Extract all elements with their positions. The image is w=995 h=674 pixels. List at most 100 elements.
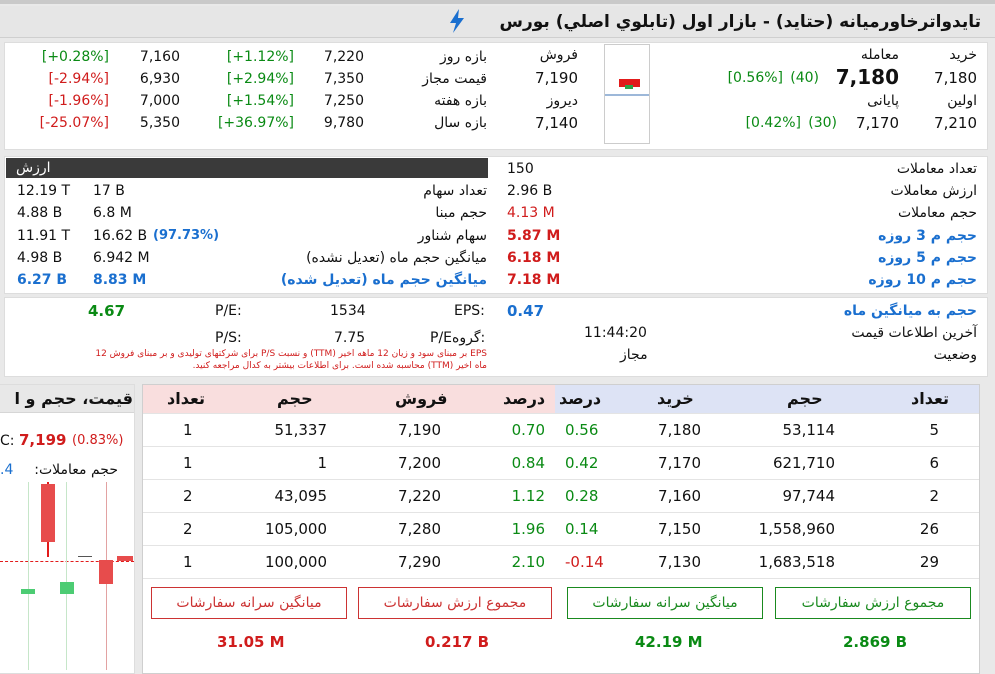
top-strip bbox=[0, 0, 995, 4]
stat-vol-10d: 7.18 M bbox=[507, 272, 561, 288]
sell-vol: 51,337 bbox=[274, 421, 328, 439]
buy-pct: 0.42 bbox=[565, 454, 599, 472]
status-label: وضعیت bbox=[933, 347, 977, 363]
range-low-pct-year: [-25.07%] bbox=[39, 115, 109, 131]
buy-avg-button[interactable]: میانگین سرانه سفارشات bbox=[567, 587, 763, 619]
last-label: پایانی bbox=[867, 93, 899, 109]
group-pe-label: P/Eگروه: bbox=[430, 330, 486, 346]
trade-label: معامله bbox=[860, 47, 899, 63]
stat-v2-float: 11.91 T bbox=[17, 228, 71, 244]
sell-avg-total: 31.05 M bbox=[217, 633, 285, 651]
ratios-note-1: EPS بر مبنای سود و زیان 12 ماهه اخیر (TT… bbox=[95, 349, 487, 359]
orderbook-sell-header bbox=[143, 385, 555, 413]
buy-pct: -0.14 bbox=[565, 553, 604, 571]
last-change: (30) bbox=[808, 115, 837, 131]
lightning-icon[interactable] bbox=[448, 9, 466, 33]
stat-label-float: سهام شناور bbox=[417, 228, 487, 244]
vol-avg-value: 0.47 bbox=[507, 302, 545, 320]
range-high-day: 7,220 bbox=[323, 49, 364, 65]
side-vol-label: حجم معاملات: bbox=[34, 462, 118, 478]
buy-avg-total: 42.19 M bbox=[635, 633, 703, 651]
col-buy-price: خرید bbox=[657, 389, 694, 408]
sell-label: فروش bbox=[539, 47, 578, 63]
buy-pct: 0.56 bbox=[565, 421, 599, 439]
sell-pct: 1.12 bbox=[511, 487, 545, 505]
order-book: تعداد حجم فروش درصد درصد خرید حجم تعداد … bbox=[142, 384, 980, 674]
sell-count: 1 bbox=[183, 454, 193, 472]
eps-label: EPS: bbox=[454, 303, 485, 319]
sell-vol: 105,000 bbox=[264, 520, 327, 538]
col-buy-pct: درصد bbox=[559, 389, 602, 408]
range-low-pct-week: [-1.96%] bbox=[48, 93, 109, 109]
range-low-day: 7,160 bbox=[139, 49, 180, 65]
sell-pct: 0.70 bbox=[511, 421, 545, 439]
range-label-day: بازه روز bbox=[440, 49, 487, 65]
stat-v1-month-vol-adj: 8.83 M bbox=[93, 272, 147, 288]
sell-avg-button[interactable]: میانگین سرانه سفارشات bbox=[151, 587, 347, 619]
stat-label-vol-3d: حجم م 3 روزه bbox=[878, 228, 977, 244]
ratios-note-2: ماه اخیر (TTM) محاسبه شده است. برای اطلا… bbox=[192, 361, 487, 371]
side-chart-title: قیمت، حجم و ا bbox=[14, 389, 134, 408]
stat-trade-volume: 4.13 M bbox=[507, 205, 555, 221]
mini-price-chart bbox=[604, 44, 650, 144]
stat-label-trade-volume: حجم معاملات bbox=[897, 205, 977, 221]
table-row: 1 51,337 7,190 0.70 0.56 7,180 53,114 5 bbox=[143, 413, 979, 446]
sell-price: 7,190 bbox=[398, 421, 441, 439]
stats-value-header-label: ارزش bbox=[16, 160, 51, 176]
stats-panel bbox=[4, 156, 988, 294]
stat-label-vol-5d: حجم م 5 روزه bbox=[878, 250, 977, 266]
side-price-prefix: C: bbox=[0, 433, 15, 449]
last-info-label: آخرین اطلاعات قیمت bbox=[851, 325, 977, 341]
sell-pct: 0.84 bbox=[511, 454, 545, 472]
side-candles bbox=[0, 482, 134, 670]
title-bar bbox=[0, 6, 995, 38]
trade-value: 7,180 bbox=[835, 65, 899, 89]
stat-trade-count: 150 bbox=[507, 161, 534, 177]
sell-count: 2 bbox=[183, 487, 193, 505]
sell-count: 1 bbox=[183, 421, 193, 439]
range-label-allowed: قیمت مجاز bbox=[422, 71, 487, 87]
group-pe-value: 7.75 bbox=[334, 330, 366, 346]
stat-vol-5d: 6.18 M bbox=[507, 250, 561, 266]
pe-label: P/E: bbox=[215, 303, 242, 319]
sell-count: 2 bbox=[183, 520, 193, 538]
stats-value-header bbox=[6, 158, 488, 178]
stat-pct-float: (97.73%) bbox=[153, 228, 220, 243]
buy-value: 7,180 bbox=[934, 69, 977, 87]
sell-total-button[interactable]: مجموع ارزش سفارشات bbox=[358, 587, 552, 619]
stat-v2-month-vol-adj: 6.27 B bbox=[17, 272, 68, 288]
stat-v1-shares: 17 B bbox=[93, 183, 125, 199]
buy-vol: 97,744 bbox=[782, 487, 836, 505]
stat-v1-base-vol: 6.8 M bbox=[93, 205, 132, 221]
buy-vol: 621,710 bbox=[772, 454, 835, 472]
sell-vol: 100,000 bbox=[264, 553, 327, 571]
buy-label: خرید bbox=[949, 47, 977, 63]
stat-v2-base-vol: 4.88 B bbox=[17, 205, 63, 221]
sell-pct: 2.10 bbox=[511, 553, 545, 571]
col-sell-pct: درصد bbox=[503, 389, 546, 408]
table-row: 2 43,095 7,220 1.12 0.28 7,160 97,744 2 bbox=[143, 479, 979, 512]
buy-vol: 53,114 bbox=[782, 421, 836, 439]
first-value: 7,210 bbox=[934, 114, 977, 132]
range-high-pct-week: [+1.54%] bbox=[226, 93, 294, 109]
buy-count: 2 bbox=[929, 487, 939, 505]
side-chart-header bbox=[0, 385, 134, 413]
table-row: 1 1 7,200 0.84 0.42 7,170 621,710 6 bbox=[143, 446, 979, 479]
buy-price: 7,130 bbox=[658, 553, 701, 571]
sell-count: 1 bbox=[183, 553, 193, 571]
stat-label-month-vol-adj: میانگین حجم ماه (تعدیل شده) bbox=[280, 272, 487, 288]
orderbook-buy-header bbox=[555, 385, 979, 413]
stat-v1-float: 16.62 B bbox=[93, 228, 148, 244]
last-value: 7,170 bbox=[856, 114, 899, 132]
yesterday-value: 7,140 bbox=[535, 114, 578, 132]
range-high-week: 7,250 bbox=[323, 93, 364, 109]
range-high-pct-allowed: [+2.94%] bbox=[226, 71, 294, 87]
page-title: تايدواترخاورميانه (حتايد) - بازار اول (ت… bbox=[499, 12, 981, 32]
table-row: 2 105,000 7,280 1.96 0.14 7,150 1,558,96… bbox=[143, 512, 979, 545]
stat-label-month-vol: میانگین حجم ماه (تعدیل نشده) bbox=[306, 250, 487, 266]
buy-total-button[interactable]: مجموع ارزش سفارشات bbox=[775, 587, 971, 619]
buy-price: 7,160 bbox=[658, 487, 701, 505]
sell-value: 7,190 bbox=[535, 69, 578, 87]
sell-vol: 43,095 bbox=[274, 487, 328, 505]
stat-vol-3d: 5.87 M bbox=[507, 228, 561, 244]
